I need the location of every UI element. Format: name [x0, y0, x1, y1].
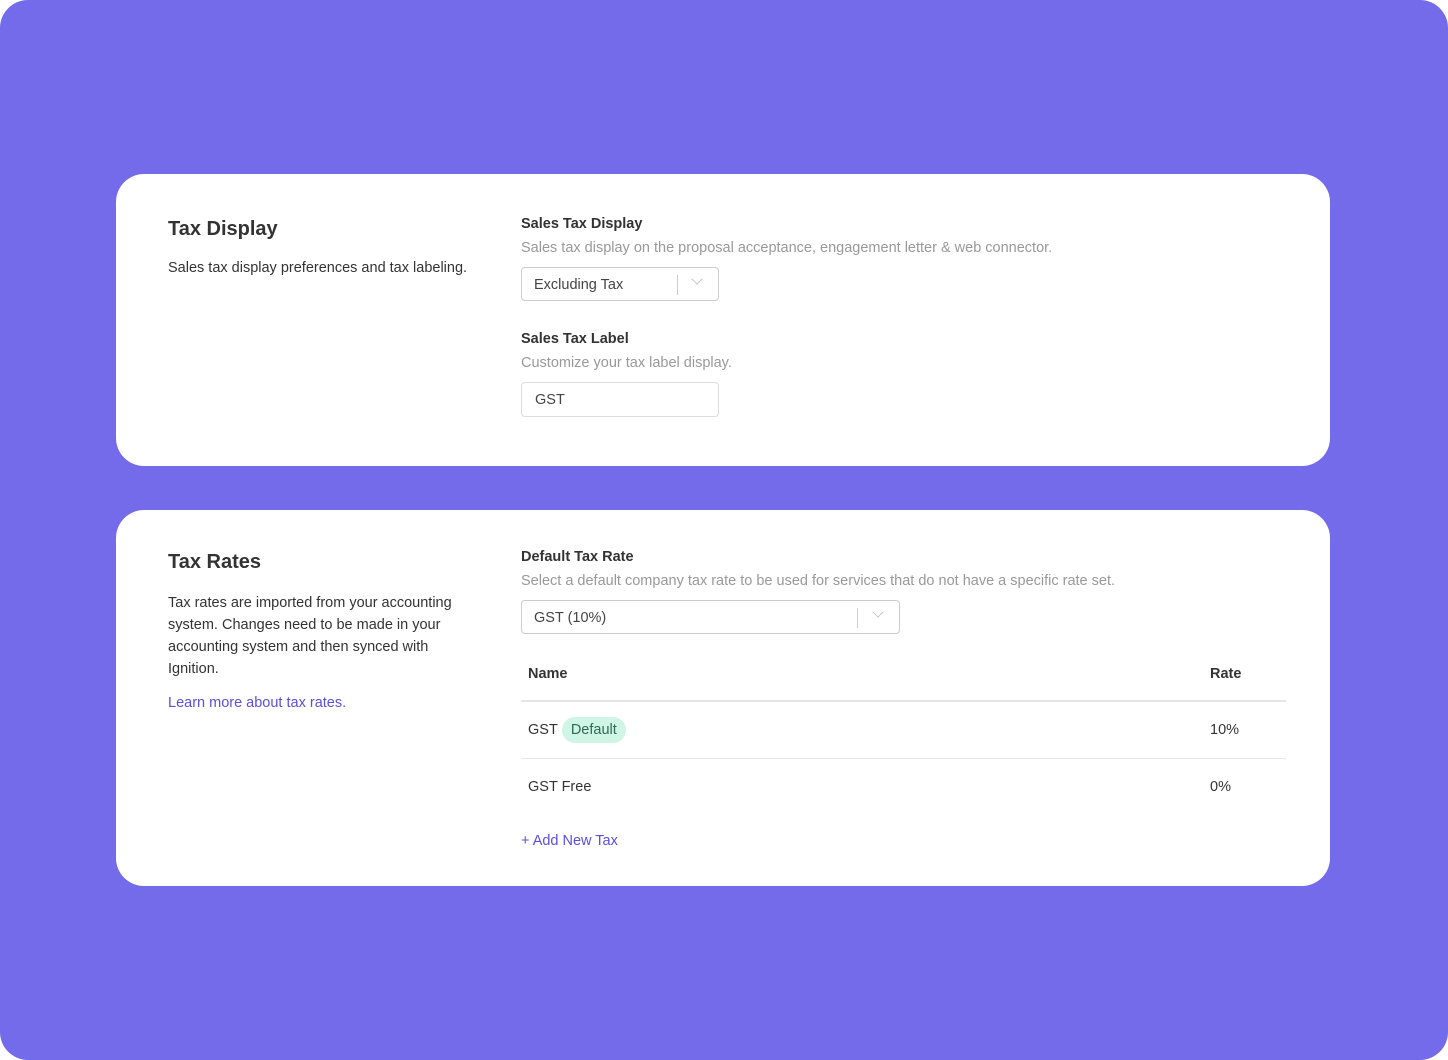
default-badge: Default: [561, 717, 626, 743]
tax-rates-table: Name Rate GST Default 10% GST Free 0%: [521, 648, 1286, 815]
section-description: Sales tax display preferences and tax la…: [168, 260, 468, 276]
table-header: Name Rate: [521, 648, 1286, 702]
field-hint: Sales tax display on the proposal accept…: [521, 240, 1053, 256]
table-row: GST Free 0%: [521, 759, 1286, 816]
sales-tax-display-select[interactable]: Excluding Tax: [521, 267, 719, 301]
field-label: Sales Tax Display: [521, 216, 643, 232]
column-header-name: Name: [521, 648, 1203, 702]
default-tax-rate-select[interactable]: GST (10%): [521, 600, 900, 634]
column-header-rate: Rate: [1203, 648, 1286, 702]
section-title: Tax Display: [168, 218, 278, 240]
field-hint: Customize your tax label display.: [521, 355, 732, 371]
field-label: Sales Tax Label: [521, 331, 629, 347]
chevron-down-icon: [691, 273, 703, 285]
learn-more-link[interactable]: Learn more about tax rates.: [168, 695, 347, 711]
chevron-down-icon: [872, 606, 884, 618]
select-value: GST (10%): [534, 610, 607, 626]
separator: [857, 608, 858, 628]
add-new-tax-link[interactable]: + Add New Tax: [521, 833, 618, 849]
sales-tax-label-input[interactable]: GST: [521, 382, 719, 417]
tax-rates-card: Tax Rates Tax rates are imported from yo…: [116, 510, 1330, 886]
field-hint: Select a default company tax rate to be …: [521, 573, 1116, 589]
tax-name: GST: [528, 722, 558, 738]
tax-name: GST Free: [528, 779, 592, 795]
tax-rate: 0%: [1210, 779, 1231, 795]
table-row: GST Default 10%: [521, 701, 1286, 759]
tax-rate: 10%: [1203, 701, 1286, 759]
section-description: Tax rates are imported from your account…: [168, 595, 452, 677]
tax-display-card: Tax Display Sales tax display preference…: [116, 174, 1330, 466]
section-title: Tax Rates: [168, 551, 262, 573]
separator: [677, 275, 678, 295]
field-label: Default Tax Rate: [521, 549, 634, 565]
select-value: Excluding Tax: [534, 277, 624, 293]
